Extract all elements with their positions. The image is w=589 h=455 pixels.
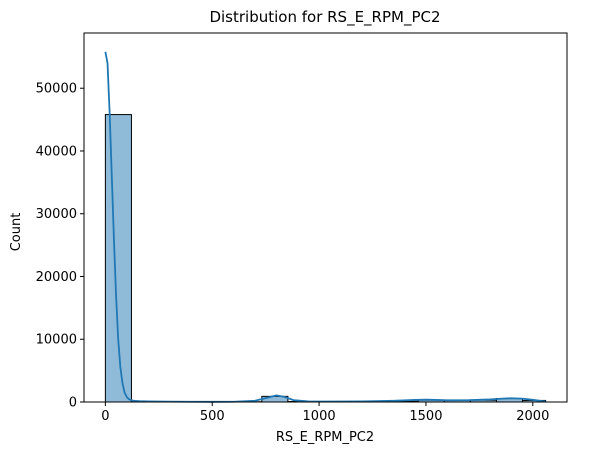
histogram-bar [104,114,132,403]
x-tick-label: 1000 [303,409,336,424]
y-axis-title: Count [9,213,24,252]
y-tick-label: 10000 [36,333,77,348]
y-tick-label: 20000 [36,270,77,285]
x-axis-title: RS_E_RPM_PC2 [276,430,374,445]
y-tick-label: 0 [69,396,77,411]
x-tick-label: 2000 [516,409,549,424]
y-tick-label: 40000 [36,144,77,159]
chart-title: Distribution for RS_E_RPM_PC2 [209,8,440,27]
y-axis-ticks: 0 10000 20000 30000 40000 50000 [36,82,84,411]
y-tick-label: 50000 [36,82,77,97]
x-tick-label: 500 [200,409,225,424]
x-axis-ticks: 0 500 1000 1500 2000 [101,402,549,424]
plot-area-frame [83,32,568,403]
x-tick-label: 0 [101,409,109,424]
y-tick-label: 30000 [36,207,77,222]
x-tick-label: 1500 [409,409,442,424]
kde-curve [104,51,546,403]
